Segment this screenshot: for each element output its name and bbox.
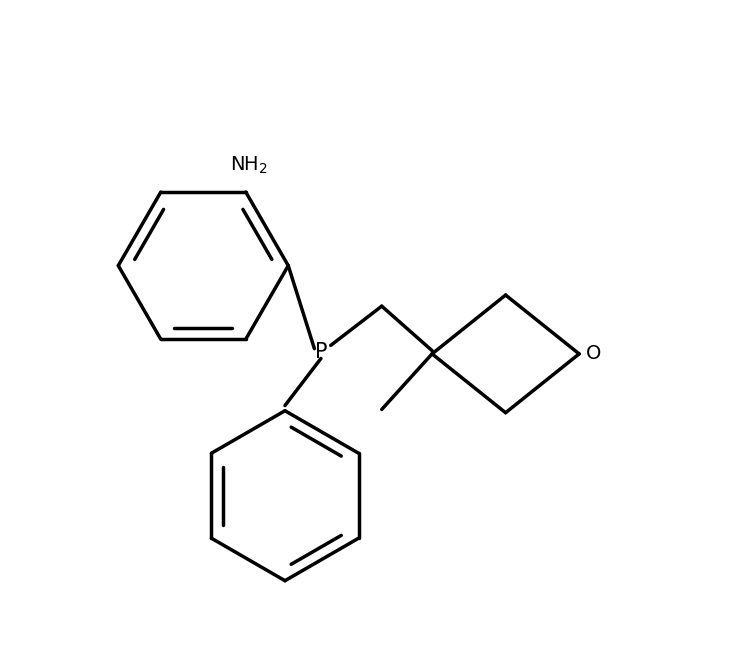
Text: O: O <box>586 344 601 363</box>
Text: NH$_2$: NH$_2$ <box>230 154 268 175</box>
Text: P: P <box>315 342 328 362</box>
